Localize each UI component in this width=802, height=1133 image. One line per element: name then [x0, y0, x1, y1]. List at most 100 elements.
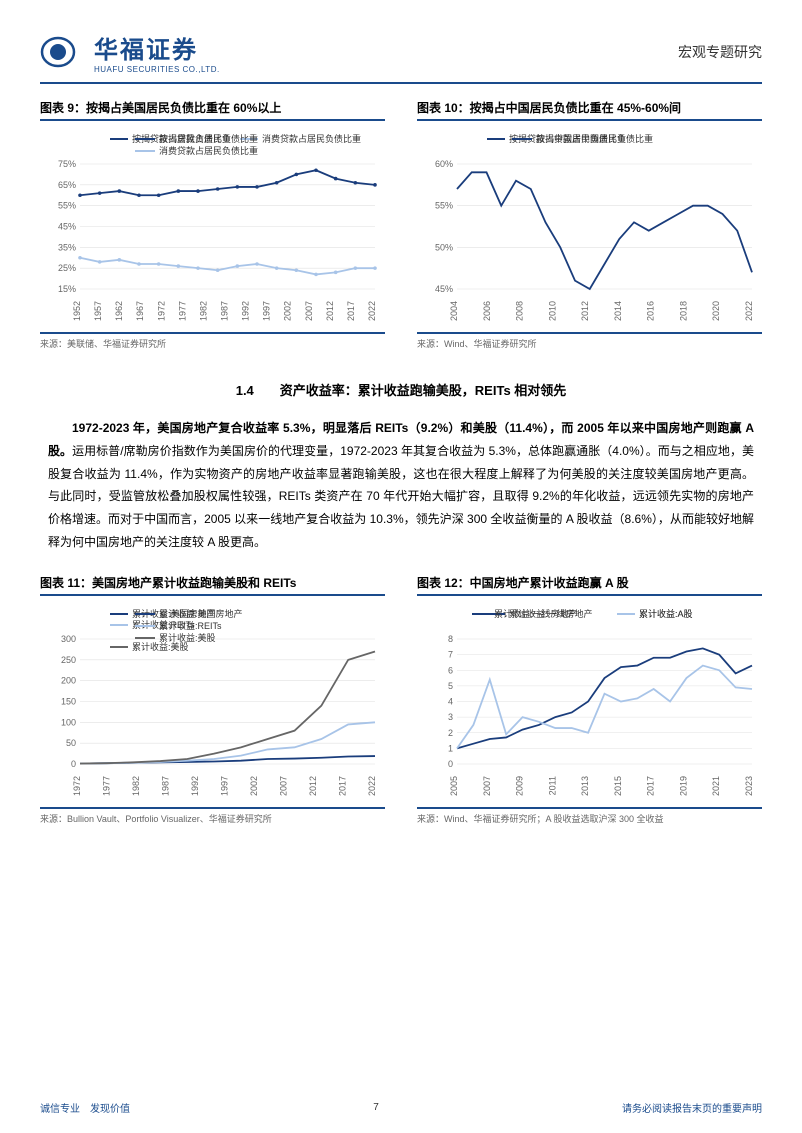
svg-text:45%: 45% — [58, 222, 76, 232]
svg-text:2012: 2012 — [325, 301, 335, 321]
svg-text:6: 6 — [448, 665, 453, 675]
footer-left: 诚信专业 发现价值 — [40, 1100, 130, 1115]
svg-text:55%: 55% — [435, 201, 453, 211]
svg-text:消费贷款占居民负债比重: 消费贷款占居民负债比重 — [262, 133, 361, 144]
chart-10-source: 来源：Wind、华福证券研究所 — [417, 332, 762, 350]
svg-text:2022: 2022 — [367, 301, 377, 321]
svg-text:7: 7 — [448, 649, 453, 659]
svg-text:2: 2 — [448, 728, 453, 738]
chart-11: 图表 11：美国房地产累计收益跑输美股和 REITs 0501001502002… — [40, 574, 385, 825]
chart-12: 图表 12：中国房地产累计收益跑赢 A 股 012345678200520072… — [417, 574, 762, 825]
svg-text:1967: 1967 — [135, 301, 145, 321]
page-number: 7 — [373, 1102, 379, 1113]
svg-text:150: 150 — [61, 696, 76, 706]
svg-text:2022: 2022 — [744, 301, 754, 321]
svg-text:100: 100 — [61, 717, 76, 727]
chart-9: 图表 9：按揭占美国居民负债比重在 60%以上 15% 25% 35% 45% 55% 6… — [40, 99, 385, 350]
svg-text:1952: 1952 — [72, 301, 82, 321]
svg-text:2012: 2012 — [580, 301, 590, 321]
svg-text:2006: 2006 — [482, 301, 492, 321]
svg-text:累计收益:一线房地产: 累计收益:一线房地产 — [494, 608, 578, 619]
page-header: 华福证券 HUAFU SECURITIES CO.,LTD. 宏观专题研究 — [40, 30, 762, 84]
svg-text:1997: 1997 — [262, 301, 272, 321]
section-title: 1.4 资产收益率：累计收益跑输美股，REITs 相对领先 — [40, 380, 762, 399]
svg-text:2002: 2002 — [283, 301, 293, 321]
svg-text:2004: 2004 — [449, 301, 459, 321]
svg-text:3: 3 — [448, 712, 453, 722]
svg-text:1992: 1992 — [190, 776, 200, 796]
svg-text:1972: 1972 — [72, 776, 82, 796]
chart-12-svg: 0123456782005200720092011201320152017201… — [417, 604, 762, 799]
svg-text:累计收益:REITs: 累计收益:REITs — [159, 620, 222, 631]
svg-text:200: 200 — [61, 675, 76, 685]
svg-text:2019: 2019 — [678, 776, 688, 796]
svg-text:2005: 2005 — [449, 776, 459, 796]
svg-text:15%: 15% — [58, 284, 76, 294]
svg-text:1997: 1997 — [220, 776, 230, 796]
svg-text:4: 4 — [448, 696, 453, 706]
chart-10-svg: 45%50%55%60%2004200620082010201220142016… — [417, 129, 762, 324]
para-rest: 运用标普/席勒房价指数作为美国房价的代理变量，1972-2023 年其复合收益为… — [48, 444, 754, 549]
svg-text:1977: 1977 — [102, 776, 112, 796]
svg-text:8: 8 — [448, 634, 453, 644]
svg-text:65%: 65% — [58, 180, 76, 190]
chart-11-title: 图表 11：美国房地产累计收益跑输美股和 REITs — [40, 574, 385, 596]
svg-text:2002: 2002 — [249, 776, 259, 796]
body-paragraph: 1972-2023 年，美国房地产复合收益率 5.3%，明显落后 REITs（9… — [48, 417, 754, 554]
svg-text:250: 250 — [61, 655, 76, 665]
svg-text:累计收益:美股: 累计收益:美股 — [159, 632, 216, 643]
svg-text:50: 50 — [66, 738, 76, 748]
svg-text:2008: 2008 — [515, 301, 525, 321]
svg-text:55%: 55% — [58, 201, 76, 211]
chart-12-source: 来源：Wind、华福证券研究所；A 股收益选取沪深 300 全收益 — [417, 807, 762, 825]
chart-10: 图表 10：按揭占中国居民负债比重在 45%-60%间 45%50%55%60%… — [417, 99, 762, 350]
page-footer: 诚信专业 发现价值 7 请务必阅读报告末页的重要声明 — [40, 1100, 762, 1115]
svg-text:累计收益:美国房地产: 累计收益:美国房地产 — [159, 608, 243, 619]
svg-text:300: 300 — [61, 634, 76, 644]
chart-9-svg: 15% 25% 35% 45% 55% 65% 75% 1952 1957 1962 1967 197… — [40, 129, 385, 324]
svg-text:2013: 2013 — [580, 776, 590, 796]
svg-text:2012: 2012 — [308, 776, 318, 796]
svg-text:75%: 75% — [58, 159, 76, 169]
chart-9-source: 来源：美联储、华福证券研究所 — [40, 332, 385, 350]
svg-text:2017: 2017 — [646, 776, 656, 796]
svg-text:2007: 2007 — [482, 776, 492, 796]
footer-right: 请务必阅读报告末页的重要声明 — [622, 1100, 762, 1115]
svg-text:1982: 1982 — [131, 776, 141, 796]
svg-text:2007: 2007 — [304, 301, 314, 321]
svg-text:按揭贷款占居民负债比重: 按揭贷款占居民负债比重 — [159, 133, 258, 144]
svg-text:25%: 25% — [58, 263, 76, 273]
svg-text:2016: 2016 — [646, 301, 656, 321]
svg-text:35%: 35% — [58, 242, 76, 252]
svg-text:2017: 2017 — [346, 301, 356, 321]
logo-block: 华福证券 HUAFU SECURITIES CO.,LTD. — [40, 30, 220, 74]
svg-text:2010: 2010 — [547, 301, 557, 321]
svg-text:累计收益:A股: 累计收益:A股 — [639, 608, 693, 619]
svg-text:2017: 2017 — [338, 776, 348, 796]
svg-text:1977: 1977 — [177, 301, 187, 321]
svg-text:1972: 1972 — [156, 301, 166, 321]
svg-text:2018: 2018 — [678, 301, 688, 321]
svg-text:50%: 50% — [435, 242, 453, 252]
svg-text:60%: 60% — [435, 159, 453, 169]
svg-text:2023: 2023 — [744, 776, 754, 796]
svg-text:1982: 1982 — [198, 301, 208, 321]
logo-icon — [40, 36, 88, 68]
chart-10-title: 图表 10：按揭占中国居民负债比重在 45%-60%间 — [417, 99, 762, 121]
svg-text:1957: 1957 — [93, 301, 103, 321]
logo-cn-text: 华福证券 — [94, 30, 220, 65]
svg-text:消费贷款占居民负债比重: 消费贷款占居民负债比重 — [159, 145, 258, 156]
svg-text:2011: 2011 — [547, 776, 557, 795]
chart-9-title: 图表 9：按揭占美国居民负债比重在 60%以上 — [40, 99, 385, 121]
svg-text:5: 5 — [448, 681, 453, 691]
svg-text:0: 0 — [71, 759, 76, 769]
svg-text:1987: 1987 — [161, 776, 171, 796]
svg-text:按揭贷款占中国居民负债比重: 按揭贷款占中国居民负债比重 — [536, 133, 653, 144]
svg-text:0: 0 — [448, 759, 453, 769]
chart-11-svg: 0 50 100 150 200 250 300 1972 1977 1982 1987 1992 19… — [40, 604, 385, 799]
svg-text:1987: 1987 — [220, 301, 230, 321]
svg-text:1962: 1962 — [114, 301, 124, 321]
svg-text:2015: 2015 — [613, 776, 623, 796]
svg-text:1992: 1992 — [241, 301, 251, 321]
doc-type: 宏观专题研究 — [678, 42, 762, 62]
